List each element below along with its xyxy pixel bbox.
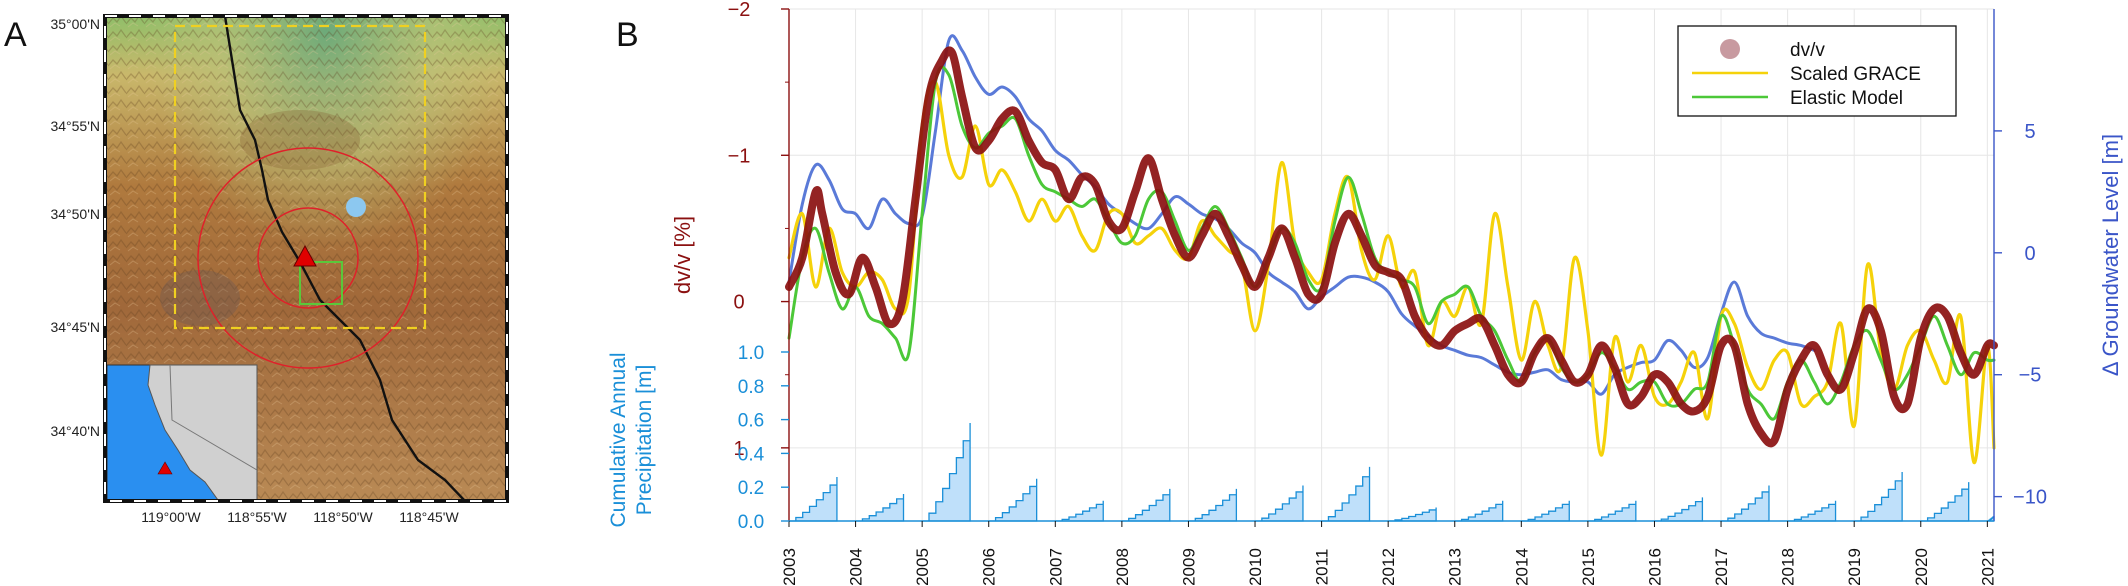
timeseries-chart: 2003 2004 2005 2006 2007 2008 2009 2010 2011 2012… (607, 0, 2123, 586)
precip-tick-label: 1.0 (738, 343, 764, 364)
precip-bar (1121, 488, 1171, 522)
groundwater-axis-label: Δ Groundwater Level [m] (2098, 134, 2123, 376)
legend: dv/v Scaled GRACE Elastic Model (1677, 25, 1957, 117)
x-tick-label: 2004 (847, 548, 866, 586)
dvv-tick-label: 0 (733, 292, 744, 314)
lat-tick: 34°45'N (50, 319, 100, 335)
panel-a-label: A (4, 16, 27, 54)
precip-axis-label-line1: Cumulative Annual (607, 352, 630, 527)
x-tick-label: 2014 (1512, 548, 1531, 586)
gw-tick-label: 0 (2024, 243, 2035, 265)
precip-tick-label: 0.4 (738, 444, 765, 465)
precip-axis-label-line2: Precipitation [m] (633, 365, 656, 516)
precip-bar (922, 422, 971, 522)
gw-tick-label: −5 (2019, 365, 2042, 387)
map-panel: 35°00'N 34°55'N 34°50'N 34°45'N 34°40'N … (50, 14, 509, 525)
lon-tick: 118°45'W (399, 509, 459, 525)
gw-tick-label: 5 (2024, 121, 2035, 143)
x-tick-label: 2017 (1712, 548, 1731, 586)
lat-tick: 34°40'N (50, 423, 100, 439)
dvv-tick-label: −2 (728, 0, 751, 21)
lat-tick: 34°55'N (50, 118, 100, 134)
series-dv-v (785, 46, 1998, 448)
aquifer-box (299, 261, 343, 305)
dvv-axis-label: dv/v [%] (670, 216, 695, 294)
x-tick-label: 2020 (1912, 548, 1931, 586)
x-tick-label: 2006 (980, 548, 999, 586)
precip-bar (1787, 500, 1837, 522)
inner-radius-circle (257, 207, 359, 309)
lat-tick: 34°50'N (50, 206, 100, 222)
x-tick-label: 2009 (1179, 548, 1198, 586)
lat-tick: 35°00'N (50, 16, 100, 32)
lon-tick: 119°00'W (141, 509, 201, 525)
series-layer (785, 34, 1998, 465)
legend-label-grace: Scaled GRACE (1790, 64, 1921, 85)
lon-tick: 118°50'W (313, 509, 373, 525)
precip-bar (1321, 466, 1371, 522)
precip-tick-label: 0.0 (738, 512, 764, 533)
x-tick-label: 2018 (1779, 548, 1798, 586)
gw-tick-label: −10 (2013, 487, 2047, 509)
x-tick-label: 2019 (1845, 548, 1864, 586)
x-tick-label: 2012 (1379, 548, 1398, 586)
precip-tick-label: 0.6 (738, 411, 764, 432)
inset-location-marker (157, 461, 173, 475)
panel-b-label: B (616, 16, 639, 54)
x-tick-label: 2011 (1313, 549, 1332, 586)
precipitation-bars (789, 422, 1995, 522)
x-tick-label: 2021 (1978, 548, 1997, 586)
precip-bar (1454, 500, 1504, 522)
precip-bar (1721, 485, 1770, 522)
precip-bar (1055, 500, 1104, 522)
precip-tick-label: 0.2 (738, 478, 764, 499)
well-marker (346, 197, 366, 217)
station-marker (293, 244, 317, 267)
study-area-box (173, 24, 427, 330)
series-groundwater (787, 34, 1816, 396)
precip-bar (1388, 507, 1437, 522)
dvv-tick-label: −1 (728, 145, 751, 167)
precip-bar (789, 477, 838, 522)
precip-bar (1521, 500, 1570, 522)
precip-bar (1255, 485, 1304, 522)
precip-bar (1587, 500, 1637, 522)
legend-label-elastic: Elastic Model (1790, 88, 1903, 109)
legend-label-dvv: dv/v (1790, 40, 1825, 61)
x-tick-label: 2013 (1446, 548, 1465, 586)
x-tick-label: 2016 (1645, 548, 1664, 586)
location-inset (106, 364, 258, 501)
precip-tick-label: 0.8 (738, 377, 764, 398)
x-tick-label: 2015 (1579, 548, 1598, 586)
x-tick-label: 2010 (1246, 548, 1265, 586)
x-tick-label: 2008 (1113, 548, 1132, 586)
dvv-tick-label: 1 (733, 438, 744, 460)
legend-marker-dvv (1720, 39, 1740, 59)
precip-bar (1920, 482, 1970, 522)
precip-bar (1188, 488, 1238, 522)
precip-bar (988, 478, 1038, 522)
outer-radius-circle (197, 147, 419, 369)
precip-bar (855, 493, 905, 522)
precip-bar (1654, 497, 1704, 522)
precip-bar (1854, 471, 1903, 522)
x-tick-label: 2007 (1046, 548, 1065, 586)
x-tick-label: 2005 (913, 548, 932, 586)
axis-ticks: 2003 2004 2005 2006 2007 2008 2009 2010 2011 2012… (728, 0, 2047, 586)
x-tick-label: 2003 (780, 548, 799, 586)
lon-tick: 118°55'W (227, 509, 287, 525)
